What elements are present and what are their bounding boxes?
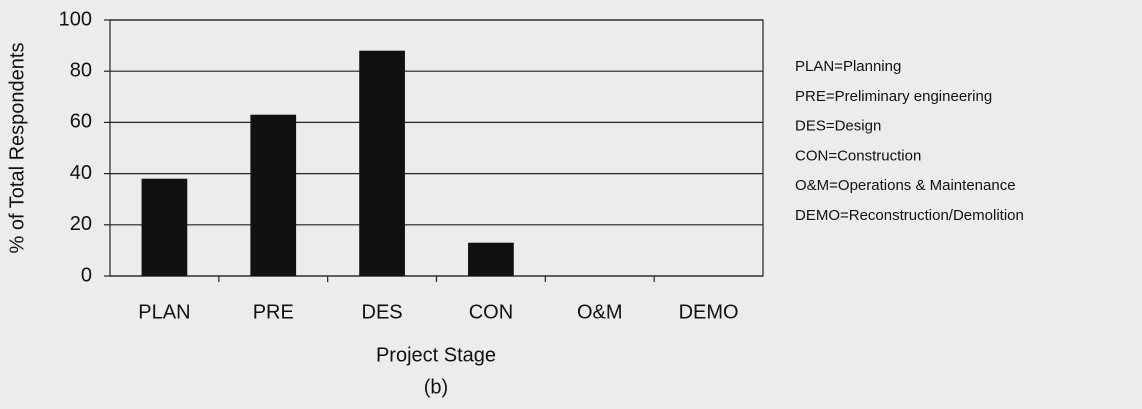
y-tick-label: 40 xyxy=(70,162,92,184)
y-tick-label: 20 xyxy=(70,213,92,235)
annotation: DEMO=Reconstruction/Demolition xyxy=(795,207,1024,224)
x-tick-label: PLAN xyxy=(138,301,190,323)
x-axis-label: Project Stage xyxy=(376,344,496,366)
x-tick-label: DES xyxy=(362,301,403,323)
annotation: O&M=Operations & Maintenance xyxy=(795,177,1016,194)
bar xyxy=(250,114,297,276)
y-axis-label: % of Total Respondents xyxy=(6,43,28,254)
annotation: PLAN=Planning xyxy=(795,58,901,75)
y-tick-label: 100 xyxy=(59,8,92,30)
annotation: PRE=Preliminary engineering xyxy=(795,88,992,105)
x-tick-label: O&M xyxy=(577,301,623,323)
x-tick-label: CON xyxy=(469,301,513,323)
y-tick-label: 60 xyxy=(70,111,92,133)
x-tick-label: DEMO xyxy=(679,301,739,323)
y-tick-label: 80 xyxy=(70,59,92,81)
annotation: DES=Design xyxy=(795,118,881,135)
x-tick-label: PRE xyxy=(253,301,294,323)
bar xyxy=(359,50,405,276)
bar xyxy=(468,242,514,276)
y-tick-label: 0 xyxy=(81,264,92,286)
caption: (b) xyxy=(424,376,448,398)
annotation: CON=Construction xyxy=(795,147,921,164)
bar xyxy=(141,178,188,276)
